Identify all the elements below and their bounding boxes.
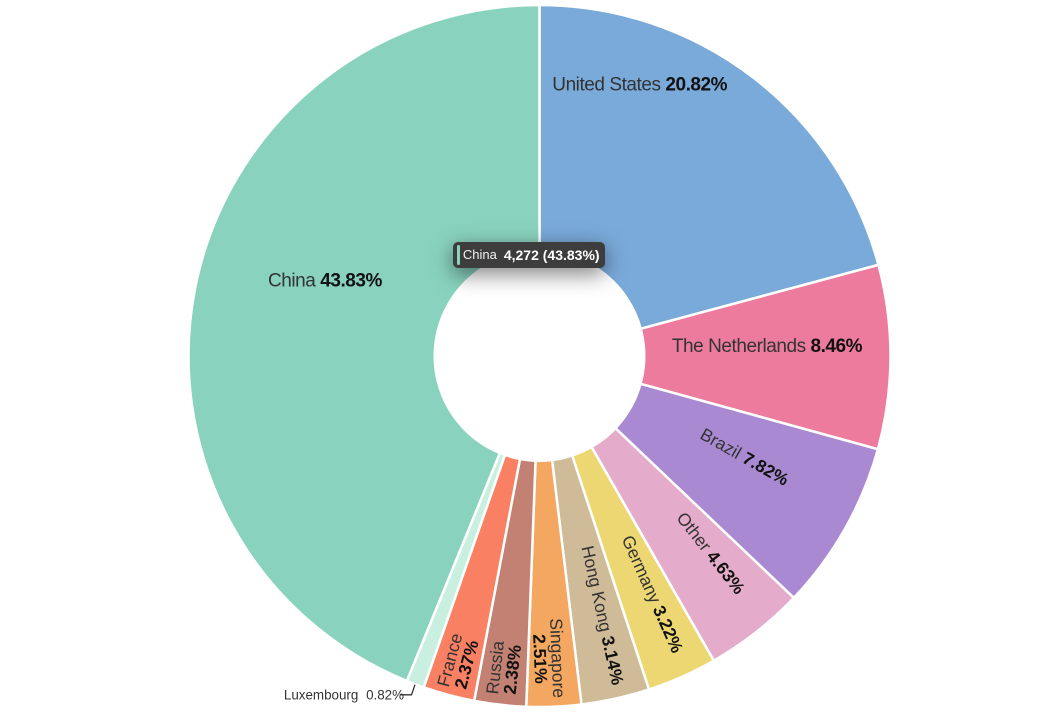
svg-text:2.51%: 2.51% [529,634,551,685]
svg-text:Luxembourg 0.82%: Luxembourg 0.82% [284,687,404,702]
svg-text:United States 20.82%: United States 20.82% [552,75,727,96]
svg-text:China 43.83%: China 43.83% [268,271,383,292]
svg-text:The Netherlands 8.46%: The Netherlands 8.46% [672,336,863,357]
svg-text:Singapore: Singapore [546,618,569,699]
